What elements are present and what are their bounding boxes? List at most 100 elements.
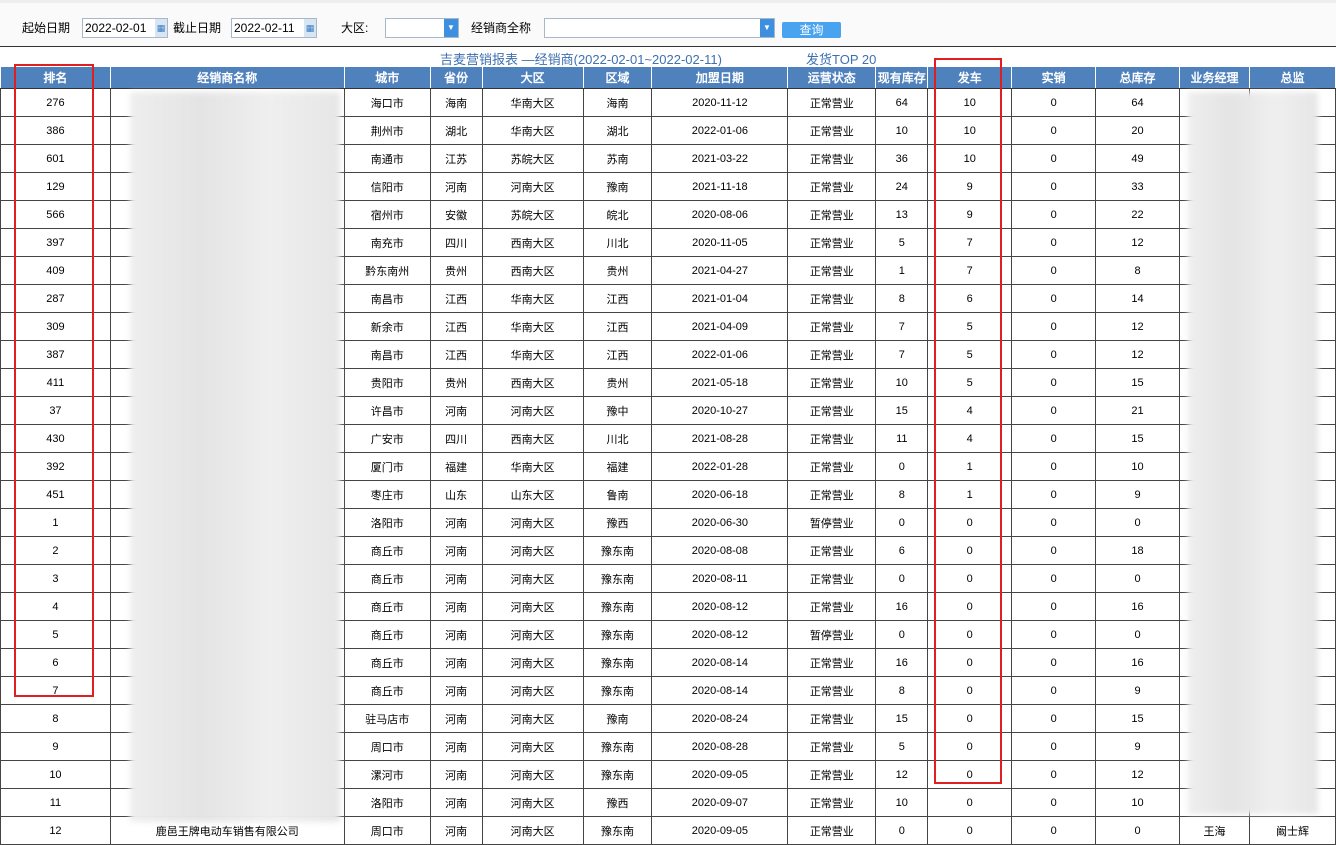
column-header[interactable]: 省份 xyxy=(429,66,483,89)
table-cell: 0 xyxy=(1011,340,1097,369)
end-date-label: 截止日期 xyxy=(173,21,222,35)
table-cell: 2020-08-14 xyxy=(651,676,789,705)
end-date-input[interactable]: 2022-02-11 ▦ xyxy=(231,18,317,38)
table-cell: 2020-08-12 xyxy=(651,592,789,621)
table-cell: 9 xyxy=(927,200,1013,229)
table-cell: 四川 xyxy=(429,228,483,257)
table-cell: 南昌市 xyxy=(343,284,431,313)
table-cell: 10 xyxy=(875,116,929,145)
table-cell: 暂停营业 xyxy=(787,620,877,649)
table-cell: 2020-09-05 xyxy=(651,816,789,845)
start-date-value: 2022-02-01 xyxy=(85,21,147,35)
table-cell: 河南 xyxy=(429,648,483,677)
report-subtitle: 发货TOP 20 xyxy=(806,52,877,67)
table-cell: 正常营业 xyxy=(787,88,877,117)
table-cell: 正常营业 xyxy=(787,284,877,313)
column-header[interactable]: 大区 xyxy=(481,66,584,89)
table-cell: 豫南 xyxy=(582,172,653,201)
table-cell: 贵州 xyxy=(582,368,653,397)
column-header[interactable]: 业务经理 xyxy=(1179,66,1250,89)
table-row: 276 海口市 海南 华南大区 海南 2020-11-12 正常营业 64 10 0 64 xyxy=(0,88,1336,117)
table-cell: 2021-11-18 xyxy=(651,172,789,201)
table-cell: 河南 xyxy=(429,536,483,565)
table-cell: 豫西 xyxy=(582,508,653,537)
table-cell: 22 xyxy=(1095,200,1180,229)
table-cell: 0 xyxy=(1011,760,1097,789)
table-cell: 正常营业 xyxy=(787,452,877,481)
table-cell: 河南大区 xyxy=(481,536,584,565)
query-button[interactable]: 查询 xyxy=(782,22,841,38)
filter-toolbar: 起始日期 2022-02-01 ▦ 截止日期 2022-02-11 ▦ 大区: ▼ … xyxy=(0,0,1336,47)
column-header[interactable]: 经销商名称 xyxy=(109,66,345,89)
table-cell: 2020-08-11 xyxy=(651,564,789,593)
column-header[interactable]: 发车 xyxy=(927,66,1013,89)
table-cell: 河南 xyxy=(429,732,483,761)
table-cell: 16 xyxy=(875,592,929,621)
table-cell: 皖北 xyxy=(582,200,653,229)
start-date-input[interactable]: 2022-02-01 ▦ xyxy=(82,18,168,38)
table-cell: 正常营业 xyxy=(787,144,877,173)
column-header[interactable]: 区域 xyxy=(582,66,653,89)
table-cell: 江西 xyxy=(429,284,483,313)
table-cell: 9 xyxy=(1095,732,1180,761)
table-cell: 江西 xyxy=(429,312,483,341)
table-cell: 5 xyxy=(875,732,929,761)
table-cell: 2020-08-12 xyxy=(651,620,789,649)
table-cell: 河南大区 xyxy=(481,760,584,789)
table-cell: 海南 xyxy=(582,88,653,117)
table-cell: 21 xyxy=(1095,396,1180,425)
table-cell: 2020-06-30 xyxy=(651,508,789,537)
table-cell: 9 xyxy=(1095,676,1180,705)
table-cell: 2020-06-18 xyxy=(651,480,789,509)
table-cell: 9 xyxy=(0,732,111,761)
column-header[interactable]: 运营状态 xyxy=(787,66,877,89)
table-cell: 河南 xyxy=(429,592,483,621)
table-cell: 11 xyxy=(875,424,929,453)
table-cell: 华南大区 xyxy=(481,116,584,145)
table-cell: 15 xyxy=(1095,704,1180,733)
table-cell: 河南大区 xyxy=(481,788,584,817)
table-cell: 10 xyxy=(927,144,1013,173)
table-cell: 南昌市 xyxy=(343,340,431,369)
column-header[interactable]: 现有库存 xyxy=(875,66,929,89)
table-cell: 正常营业 xyxy=(787,200,877,229)
table-cell: 0 xyxy=(1011,704,1097,733)
table-cell: 豫东南 xyxy=(582,564,653,593)
chevron-down-icon[interactable]: ▼ xyxy=(444,19,458,37)
table-cell: 0 xyxy=(1011,564,1097,593)
table-cell: 正常营业 xyxy=(787,480,877,509)
table-cell: 商丘市 xyxy=(343,648,431,677)
table-cell: 河南大区 xyxy=(481,172,584,201)
table-cell: 0 xyxy=(1011,396,1097,425)
table-cell: 2022-01-06 xyxy=(651,116,789,145)
table-cell: 6 xyxy=(875,536,929,565)
calendar-icon[interactable]: ▦ xyxy=(304,19,316,37)
column-header[interactable]: 总监 xyxy=(1248,66,1336,89)
dealer-select[interactable]: ▼ xyxy=(544,18,775,38)
region-select[interactable]: ▼ xyxy=(385,18,459,38)
column-header[interactable]: 排名 xyxy=(0,66,111,89)
table-cell: 新余市 xyxy=(343,312,431,341)
table-cell: 正常营业 xyxy=(787,760,877,789)
table-cell: 周口市 xyxy=(343,732,431,761)
calendar-icon[interactable]: ▦ xyxy=(155,19,167,37)
table-cell: 豫西 xyxy=(582,788,653,817)
table-cell: 13 xyxy=(875,200,929,229)
table-cell: 正常营业 xyxy=(787,228,877,257)
table-cell: 苏皖大区 xyxy=(481,144,584,173)
table-cell: 8 xyxy=(875,676,929,705)
column-header[interactable]: 加盟日期 xyxy=(651,66,789,89)
chevron-down-icon[interactable]: ▼ xyxy=(760,19,774,37)
end-date-value: 2022-02-11 xyxy=(234,21,295,35)
table-cell: 2020-08-08 xyxy=(651,536,789,565)
table-cell: 西南大区 xyxy=(481,256,584,285)
table-cell: 商丘市 xyxy=(343,676,431,705)
table-cell: 0 xyxy=(927,732,1013,761)
column-header[interactable]: 总库存 xyxy=(1095,66,1180,89)
table-cell: 正常营业 xyxy=(787,340,877,369)
table-cell: 0 xyxy=(1011,648,1097,677)
column-header[interactable]: 城市 xyxy=(343,66,431,89)
column-header[interactable]: 实销 xyxy=(1011,66,1097,89)
table-cell: 2020-08-24 xyxy=(651,704,789,733)
table-cell: 15 xyxy=(875,704,929,733)
